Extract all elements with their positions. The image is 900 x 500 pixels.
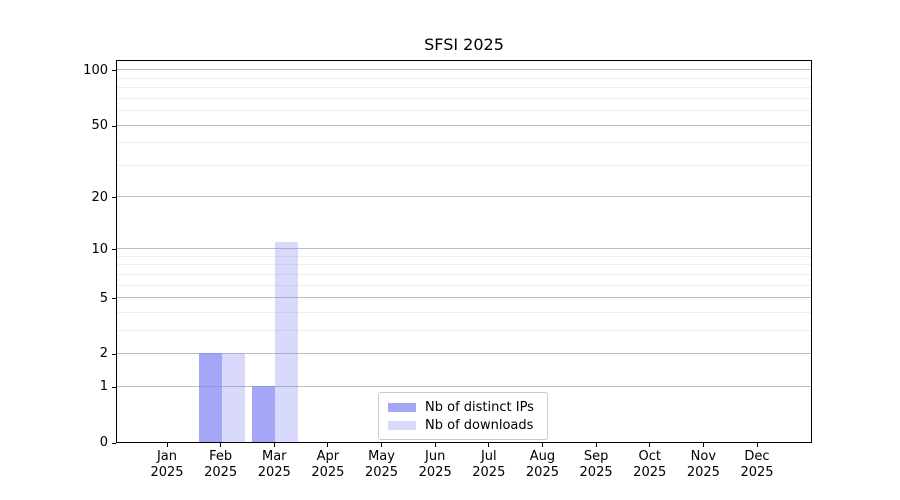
y-axis-tick-label: 5 xyxy=(99,290,108,306)
x-axis-tick-label: Feb 2025 xyxy=(189,449,253,481)
x-axis-month-label: Feb xyxy=(209,449,233,464)
x-axis-year-label: 2025 xyxy=(740,465,774,480)
x-axis-month-label: Nov xyxy=(690,449,717,464)
x-axis-tick-mark xyxy=(381,443,383,447)
x-axis-year-label: 2025 xyxy=(579,465,613,480)
x-axis-tick-label: Aug 2025 xyxy=(510,449,574,481)
y-grid-minor xyxy=(117,77,811,79)
legend-entry-downloads: Nb of downloads xyxy=(388,416,539,434)
x-axis-tick-label: Jun 2025 xyxy=(403,449,467,481)
y-axis-tick-mark xyxy=(112,386,116,388)
x-axis-tick-mark xyxy=(595,443,597,447)
x-axis-year-label: 2025 xyxy=(525,465,559,480)
y-grid-minor xyxy=(117,142,811,144)
chart-title: SFSI 2025 xyxy=(424,35,504,54)
x-axis-tick-label: Dec 2025 xyxy=(725,449,789,481)
x-axis-tick-mark xyxy=(327,443,329,447)
x-axis-month-label: Sep xyxy=(583,449,609,464)
y-grid-minor xyxy=(117,273,811,275)
x-axis-tick-label: Jan 2025 xyxy=(135,449,199,481)
legend: Nb of distinct IPs Nb of downloads xyxy=(378,392,548,440)
x-axis-tick-label: Jul 2025 xyxy=(457,449,521,481)
legend-entry-distinct-ips: Nb of distinct IPs xyxy=(388,398,539,416)
y-grid-minor xyxy=(117,255,811,257)
y-grid-minor xyxy=(117,164,811,166)
x-axis-month-label: Jun xyxy=(425,449,446,464)
x-axis-tick-mark xyxy=(434,443,436,447)
y-grid-minor xyxy=(117,97,811,99)
x-axis-tick-mark xyxy=(488,443,490,447)
y-axis-tick-mark xyxy=(112,197,116,199)
x-axis-tick-label: Nov 2025 xyxy=(671,449,735,481)
y-grid-minor xyxy=(117,311,811,313)
x-axis-tick-mark xyxy=(220,443,222,447)
x-axis-tick-label: Apr 2025 xyxy=(296,449,360,481)
y-axis-tick-mark xyxy=(112,249,116,251)
x-axis-month-label: Mar xyxy=(262,449,287,464)
y-axis-tick-label: 50 xyxy=(91,118,108,134)
x-axis-year-label: 2025 xyxy=(204,465,238,480)
y-grid-major xyxy=(117,352,811,354)
bar-downloads-mar xyxy=(275,241,299,442)
x-axis-tick-label: Oct 2025 xyxy=(618,449,682,481)
plot-area xyxy=(116,60,812,443)
x-axis-year-label: 2025 xyxy=(686,465,720,480)
x-axis-month-label: May xyxy=(368,449,395,464)
y-grid-minor xyxy=(117,264,811,266)
y-axis-tick-label: 0 xyxy=(99,435,108,450)
x-axis-tick-label: May 2025 xyxy=(350,449,414,481)
x-axis-month-label: Dec xyxy=(744,449,770,464)
x-axis-tick-mark xyxy=(702,443,704,447)
y-grid-minor xyxy=(117,284,811,286)
y-grid-minor xyxy=(117,110,811,112)
legend-swatch-distinct-ips xyxy=(388,402,416,412)
bar-distinct-ips-feb xyxy=(198,353,222,442)
legend-label-distinct-ips: Nb of distinct IPs xyxy=(425,399,534,415)
x-axis-month-label: Jul xyxy=(480,449,497,464)
x-axis-year-label: 2025 xyxy=(633,465,667,480)
y-grid-major xyxy=(117,297,811,299)
x-axis-year-label: 2025 xyxy=(472,465,506,480)
x-axis-tick-mark xyxy=(166,443,168,447)
x-axis-tick-label: Mar 2025 xyxy=(242,449,306,481)
y-grid-major xyxy=(117,248,811,250)
legend-label-downloads: Nb of downloads xyxy=(425,417,534,433)
y-axis-tick-label: 10 xyxy=(91,241,108,257)
y-grid-major xyxy=(117,69,811,71)
x-axis-year-label: 2025 xyxy=(150,465,184,480)
x-axis-tick-mark xyxy=(649,443,651,447)
y-grid-major xyxy=(117,196,811,198)
x-axis-year-label: 2025 xyxy=(364,465,399,480)
bar-downloads-feb xyxy=(221,353,245,442)
legend-swatch-downloads xyxy=(388,420,416,430)
x-axis-month-label: Oct xyxy=(638,449,661,464)
x-axis-tick-label: Sep 2025 xyxy=(564,449,628,481)
y-axis-tick-label: 2 xyxy=(99,346,108,362)
y-grid-minor xyxy=(117,329,811,331)
y-axis-tick-mark xyxy=(112,125,116,127)
x-axis-month-label: Jan xyxy=(156,449,178,464)
x-axis-year-label: 2025 xyxy=(311,465,345,480)
y-axis-tick-mark xyxy=(112,442,116,444)
x-axis-tick-mark xyxy=(541,443,543,447)
y-grid-major xyxy=(117,385,811,387)
x-axis-tick-mark xyxy=(756,443,758,447)
x-axis-year-label: 2025 xyxy=(257,465,291,480)
y-grid-minor xyxy=(117,87,811,89)
y-axis-tick-mark xyxy=(112,353,116,355)
y-grid-major xyxy=(117,124,811,126)
y-axis-tick-label: 100 xyxy=(83,62,108,78)
y-axis-tick-mark xyxy=(112,298,116,300)
x-axis-tick-mark xyxy=(273,443,275,447)
y-axis-tick-label: 1 xyxy=(99,379,108,395)
bar-distinct-ips-mar xyxy=(252,386,276,442)
y-axis-tick-mark xyxy=(112,70,116,72)
x-axis-month-label: Apr xyxy=(316,449,340,464)
x-axis-year-label: 2025 xyxy=(418,465,452,480)
y-axis-tick-label: 20 xyxy=(91,189,108,205)
x-axis-month-label: Aug xyxy=(529,449,556,464)
